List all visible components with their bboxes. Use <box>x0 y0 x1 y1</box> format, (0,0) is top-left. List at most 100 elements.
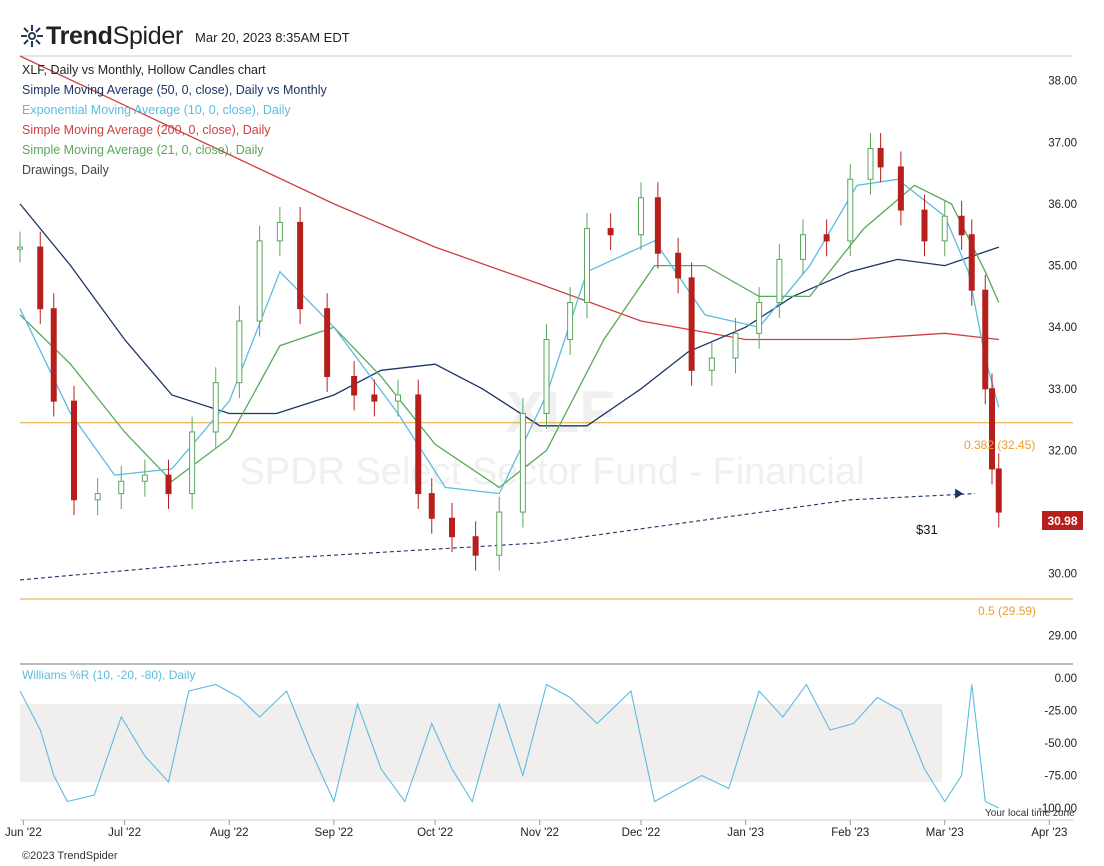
price-y-tick: 32.00 <box>1048 445 1077 457</box>
candle-body <box>823 234 830 242</box>
sma200-line <box>19 55 999 341</box>
brand-name: TrendSpider <box>46 22 183 51</box>
candle-body <box>415 394 422 495</box>
x-tick-label: Jul '22 <box>108 827 141 839</box>
candle-body <box>449 517 455 538</box>
candle-body <box>921 209 928 242</box>
price-y-tick: 34.00 <box>1048 322 1077 334</box>
wr-y-tick: -100.00 <box>1038 803 1077 815</box>
x-tick-label: Sep '22 <box>315 827 354 839</box>
x-tick-label: Feb '23 <box>831 827 869 839</box>
fib-05-label: 0.5 (29.59) <box>978 604 1037 618</box>
candle-body <box>995 468 1002 513</box>
x-tick-label: Oct '22 <box>417 827 453 839</box>
candle-body <box>165 474 172 495</box>
candle-body <box>50 308 57 402</box>
projection-arrow-icon <box>955 488 964 499</box>
candle-body <box>958 215 965 236</box>
candle-body <box>638 197 644 236</box>
fib-0382-label: 0.382 (32.45) <box>964 438 1036 452</box>
legend-item-sma200[interactable]: Simple Moving Average (200, 0, close), D… <box>22 123 271 137</box>
candle-body <box>877 147 884 168</box>
timezone-label[interactable]: Your local time zone <box>985 808 1075 819</box>
x-tick-label: Dec '22 <box>622 827 661 839</box>
x-tick-label: Jun '22 <box>5 827 42 839</box>
price-y-tick: 37.00 <box>1048 137 1077 149</box>
x-tick-label: Aug '22 <box>210 827 249 839</box>
candle-body <box>351 375 358 396</box>
candle-body <box>941 215 948 242</box>
sma50-line <box>19 203 1000 427</box>
candle-body <box>584 228 590 304</box>
candle-body <box>297 221 304 310</box>
candle-body <box>654 197 661 254</box>
trendspider-logo-icon <box>21 25 43 47</box>
candle-body <box>256 240 263 322</box>
timestamp: Mar 20, 2023 8:35AM EDT <box>195 29 350 45</box>
support-label: $31 <box>916 522 938 537</box>
candle-body <box>17 246 23 250</box>
watermark-name: SPDR Select Sector Fund - Financial <box>239 451 864 493</box>
candle-body <box>189 431 196 495</box>
candle-body <box>371 394 378 402</box>
candle-body <box>897 166 904 211</box>
x-tick-label: Nov '22 <box>520 827 559 839</box>
candle-body <box>607 228 614 236</box>
price-y-tick: 36.00 <box>1048 199 1077 211</box>
candle-body <box>428 493 435 519</box>
candle-body <box>395 394 401 402</box>
candle-body <box>543 339 550 414</box>
x-tick-label: Jan '23 <box>727 827 764 839</box>
candle-body <box>567 302 574 341</box>
sma50-monthly-line <box>19 493 976 581</box>
legend-item-sma21[interactable]: Simple Moving Average (21, 0, close), Da… <box>22 143 264 157</box>
candle-body <box>37 246 44 310</box>
williams-r-line <box>19 683 1000 809</box>
candle-body <box>519 412 526 513</box>
wr-y-tick: -25.00 <box>1044 706 1077 718</box>
candle-body <box>989 388 995 470</box>
chart-title: XLF, Daily vs Monthly, Hollow Candles ch… <box>22 63 266 77</box>
candle-body <box>982 289 989 390</box>
candle-body <box>212 382 219 433</box>
oscillator-title[interactable]: Williams %R (10, -20, -80), Daily <box>22 668 196 682</box>
copyright: ©2023 TrendSpider <box>22 850 118 862</box>
legend-item-sma50[interactable]: Simple Moving Average (50, 0, close), Da… <box>22 83 327 97</box>
candle-body <box>324 308 331 377</box>
candle-body <box>472 536 479 556</box>
wr-y-tick: -50.00 <box>1044 738 1077 750</box>
legend-item-ema10[interactable]: Exponential Moving Average (10, 0, close… <box>22 103 291 117</box>
candle-body <box>276 221 283 242</box>
candle-body <box>71 400 77 501</box>
wr-y-tick: -75.00 <box>1044 771 1077 783</box>
legend-item-drawings[interactable]: Drawings, Daily <box>22 163 109 177</box>
candle-body <box>118 480 125 495</box>
header: TrendSpider Mar 20, 2023 8:35AM EDT <box>18 20 350 52</box>
candle-body <box>776 258 783 304</box>
candle-body <box>968 234 975 291</box>
candle-body <box>756 302 763 334</box>
candle-body <box>867 147 874 180</box>
ema10-line <box>19 178 1000 495</box>
price-y-tick: 33.00 <box>1048 384 1077 396</box>
candle-body <box>708 357 715 371</box>
price-y-tick: 29.00 <box>1048 630 1077 642</box>
brand-name-bold: Trend <box>46 21 113 50</box>
candle-body <box>236 320 243 384</box>
candle-body <box>688 277 695 371</box>
candle-body <box>800 234 806 260</box>
price-y-tick: 30.00 <box>1048 569 1077 581</box>
candle-body <box>141 474 148 482</box>
x-tick-label: Apr '23 <box>1031 827 1067 839</box>
price-y-tick: 35.00 <box>1048 261 1077 273</box>
candle-body <box>94 493 101 501</box>
wr-y-tick: 0.00 <box>1055 673 1077 685</box>
legend: XLF, Daily vs Monthly, Hollow Candles ch… <box>22 60 327 180</box>
x-tick-label: Mar '23 <box>926 827 964 839</box>
brand-name-light: Spider <box>112 21 184 50</box>
candle-body <box>732 332 739 359</box>
candle-body <box>496 511 503 556</box>
candle-body <box>675 252 682 279</box>
